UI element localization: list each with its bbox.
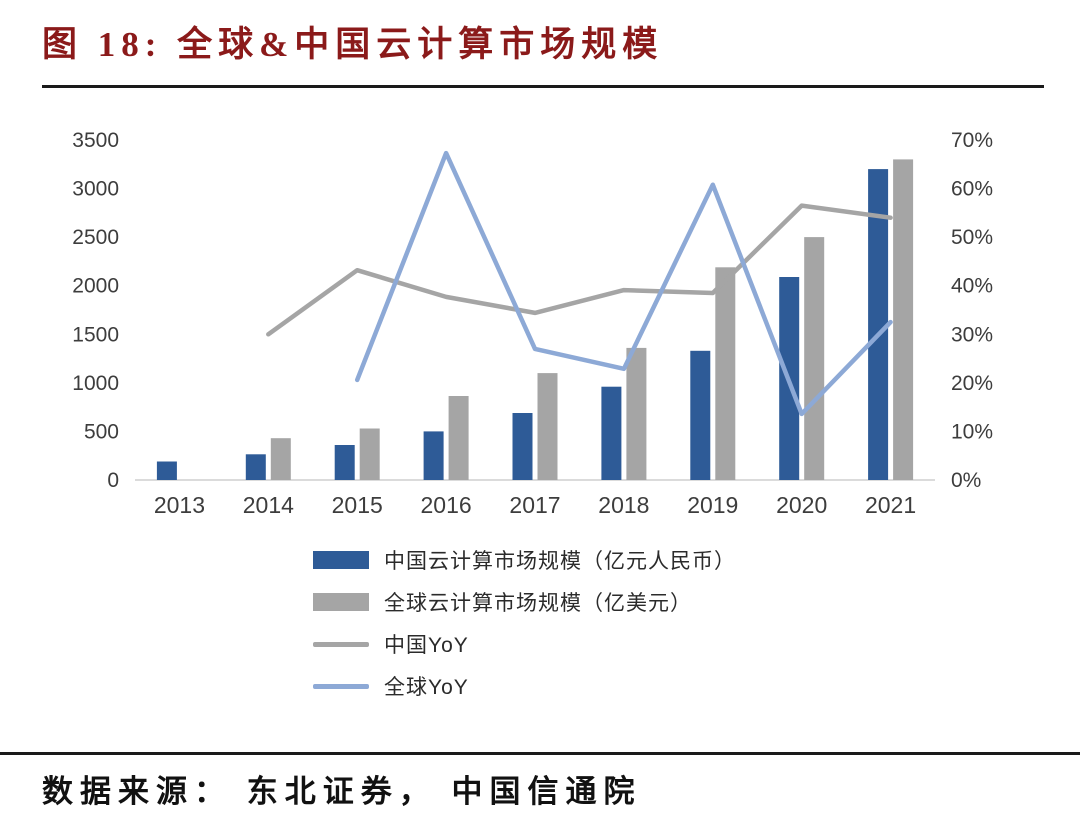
- svg-text:70%: 70%: [951, 129, 993, 152]
- svg-text:2000: 2000: [72, 275, 119, 298]
- data-source: 数据来源： 东北证券， 中国信通院: [42, 774, 642, 809]
- svg-text:3000: 3000: [72, 178, 119, 201]
- svg-text:2020: 2020: [776, 492, 827, 518]
- svg-text:2015: 2015: [332, 492, 383, 518]
- legend-label: 中国云计算市场规模（亿元人民币）: [384, 550, 736, 573]
- svg-text:1500: 1500: [72, 323, 119, 346]
- svg-text:2021: 2021: [865, 492, 916, 518]
- svg-text:2013: 2013: [154, 492, 205, 518]
- legend-item-global-bar: 全球云计算市场规模（亿美元）: [313, 590, 736, 615]
- svg-text:500: 500: [84, 420, 119, 443]
- cloud-market-combo-chart: 0 500 1000 1500 2000 2500 3000 3500 0% 10% 20% 30% 4…: [72, 129, 993, 518]
- svg-text:20%: 20%: [951, 372, 993, 395]
- svg-text:30%: 30%: [951, 323, 993, 346]
- svg-text:0: 0: [107, 469, 119, 492]
- legend-item-global-yoy: 全球YoY: [313, 674, 736, 699]
- legend-item-china-bar: 中国云计算市场规模（亿元人民币）: [313, 548, 736, 573]
- footer-divider: [0, 752, 1080, 755]
- svg-text:3500: 3500: [72, 129, 119, 152]
- svg-text:60%: 60%: [951, 178, 993, 201]
- svg-text:50%: 50%: [951, 226, 993, 249]
- svg-text:1000: 1000: [72, 372, 119, 395]
- svg-text:2500: 2500: [72, 226, 119, 249]
- svg-text:2014: 2014: [243, 492, 294, 518]
- global-bar-swatch-icon: [313, 593, 369, 611]
- china-yoy-line-swatch-icon: [313, 641, 369, 647]
- legend-label: 中国YoY: [384, 634, 469, 657]
- svg-text:10%: 10%: [951, 420, 993, 443]
- legend-label: 全球YoY: [384, 676, 469, 699]
- figure-title: 图 18: 全球&中国云计算市场规模: [42, 25, 664, 64]
- title-divider: [42, 85, 1044, 88]
- svg-text:2019: 2019: [687, 492, 738, 518]
- svg-text:2017: 2017: [509, 492, 560, 518]
- china-bar-swatch-icon: [313, 551, 369, 569]
- chart-legend: 中国云计算市场规模（亿元人民币） 全球云计算市场规模（亿美元） 中国YoY 全球…: [313, 548, 736, 716]
- svg-text:0%: 0%: [951, 469, 981, 492]
- global-yoy-line-swatch-icon: [313, 683, 369, 689]
- svg-text:40%: 40%: [951, 275, 993, 298]
- svg-text:2018: 2018: [598, 492, 649, 518]
- legend-item-china-yoy: 中国YoY: [313, 632, 736, 657]
- svg-text:2016: 2016: [421, 492, 472, 518]
- legend-label: 全球云计算市场规模（亿美元）: [384, 592, 692, 615]
